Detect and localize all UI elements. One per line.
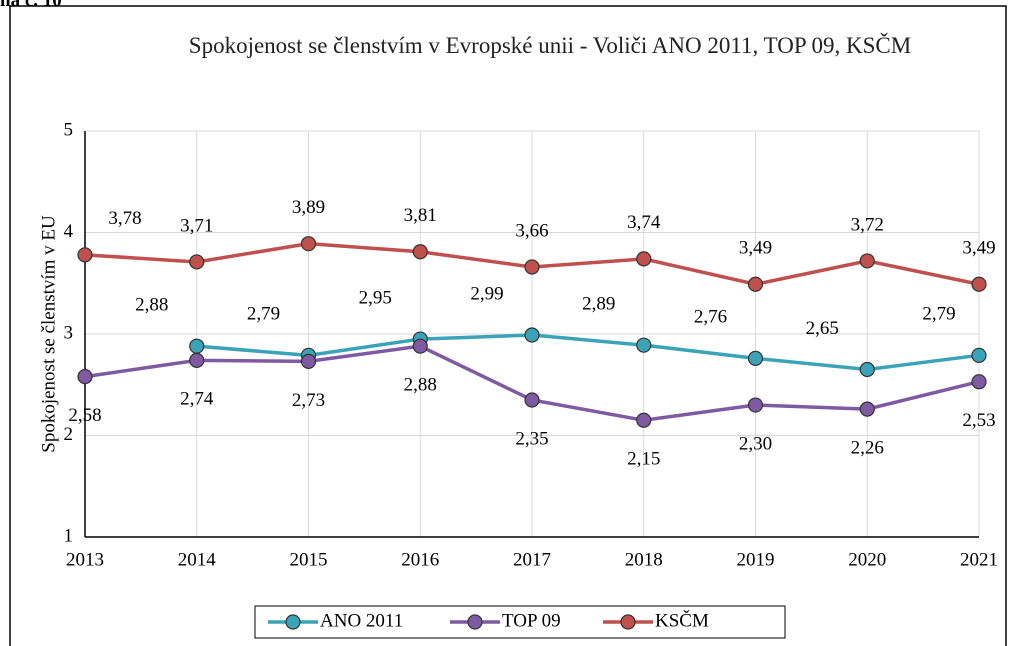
point	[189, 254, 205, 270]
value-label: 3,72	[851, 214, 884, 235]
point	[189, 338, 205, 354]
value-label: 2,35	[515, 428, 548, 449]
legend-marker	[467, 614, 483, 630]
y-axis-label: Spokojenost se členstvím v EU	[38, 215, 59, 453]
value-label: 2,76	[694, 307, 727, 328]
legend-label: TOP 09	[502, 610, 561, 631]
point	[300, 353, 317, 370]
point	[859, 253, 875, 269]
x-tick-label: 2018	[625, 549, 663, 570]
point	[971, 374, 987, 390]
point	[77, 247, 93, 263]
point	[636, 337, 652, 353]
point	[524, 259, 540, 275]
value-label: 2,79	[922, 304, 955, 325]
point	[747, 276, 764, 292]
point	[636, 251, 652, 267]
y-tick-label: 2	[64, 424, 74, 445]
point	[859, 401, 875, 417]
value-label: 2,73	[292, 390, 325, 411]
x-tick-label: 2015	[290, 549, 328, 570]
legend-marker	[285, 614, 301, 630]
chart-title: Spokojenost se členstvím v Evropské unii…	[188, 33, 912, 58]
value-label: 2,89	[582, 294, 615, 315]
value-label: 3,49	[962, 238, 995, 259]
point	[524, 392, 540, 408]
point	[524, 327, 540, 343]
legend-label: ANO 2011	[320, 610, 403, 631]
legend-marker	[620, 614, 636, 630]
value-label: 2,53	[962, 410, 995, 431]
value-label: 2,74	[180, 389, 214, 410]
point	[300, 236, 317, 252]
point	[412, 338, 428, 354]
x-tick-label: 2017	[513, 549, 551, 570]
point	[747, 350, 764, 366]
point	[189, 352, 205, 368]
value-label: 2,58	[68, 405, 101, 426]
point	[859, 361, 875, 378]
value-label: 3,89	[292, 197, 325, 218]
legend-label: KSČM	[655, 609, 709, 631]
value-label: 2,26	[851, 437, 884, 458]
series-line	[196, 333, 980, 372]
value-label: 2,65	[806, 318, 839, 339]
value-label: 3,74	[627, 212, 661, 233]
legend-box	[254, 605, 786, 639]
x-tick-label: 2016	[401, 549, 439, 570]
x-tick-label: 2013	[66, 549, 104, 570]
point	[971, 347, 987, 363]
point	[412, 244, 428, 260]
value-label: 2,79	[247, 304, 280, 325]
value-label: 3,66	[515, 220, 548, 241]
point	[77, 369, 93, 385]
x-tick-label: 2019	[737, 549, 775, 570]
value-label: 3,49	[739, 238, 772, 259]
value-label: 2,30	[739, 433, 772, 454]
value-label: 2,88	[404, 375, 437, 396]
value-label: 3,81	[404, 205, 437, 226]
value-label: 2,88	[135, 295, 168, 316]
x-tick-label: 2014	[178, 549, 217, 570]
chart-frame	[9, 5, 1007, 646]
y-tick-label: 5	[64, 119, 74, 140]
value-label: 3,78	[108, 208, 141, 229]
y-tick-label: 3	[64, 322, 74, 343]
x-tick-label: 2021	[960, 549, 998, 570]
x-tick-label: 2020	[848, 549, 886, 570]
value-label: 3,71	[180, 215, 213, 236]
value-label: 2,15	[627, 449, 660, 470]
point	[636, 412, 652, 428]
value-label: 2,99	[470, 283, 503, 304]
point	[747, 397, 764, 413]
value-label: 2,95	[359, 287, 392, 308]
y-tick-label: 1	[64, 525, 74, 546]
y-tick-label: 4	[64, 221, 74, 242]
point	[971, 276, 987, 292]
